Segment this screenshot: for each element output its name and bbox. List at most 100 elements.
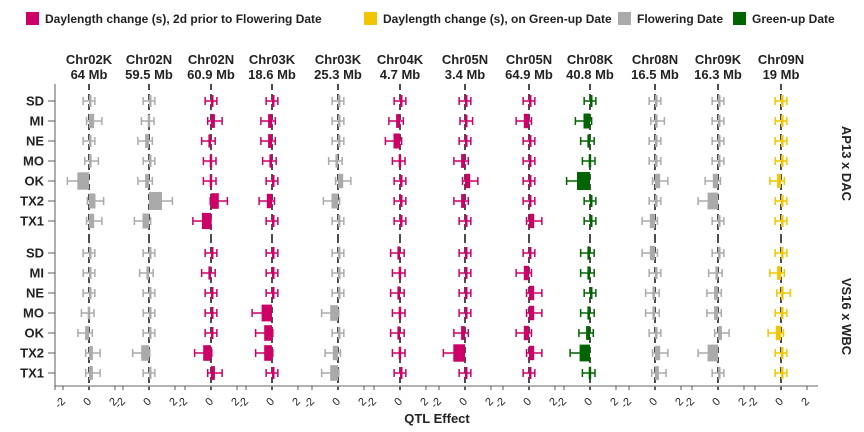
panel-pos-label: 40.8 Mb (566, 67, 614, 82)
effect-bar (718, 215, 721, 227)
panel-chr-label: Chr03K (249, 52, 296, 67)
effect-bar (649, 213, 655, 229)
effect-bar (398, 266, 402, 280)
effect-bar (268, 114, 272, 128)
x-tick-label: 0 (141, 396, 154, 409)
panel-chr-label: Chr02K (66, 52, 113, 67)
effect-bar (149, 327, 152, 339)
effect-bar (529, 95, 532, 107)
effect-bar (89, 135, 92, 147)
effect-bar (330, 305, 338, 321)
panel-chr-label: Chr09K (695, 52, 742, 67)
effect-bar (149, 192, 162, 210)
effect-bar (529, 345, 535, 361)
effect-bar (714, 306, 718, 320)
effect-bar (85, 326, 89, 340)
legend-label: Flowering Date (637, 12, 723, 26)
effect-bar (203, 345, 211, 361)
effect-bar (781, 115, 784, 127)
legend-swatch (26, 12, 39, 25)
effect-bar (587, 266, 590, 280)
effect-bar (266, 193, 272, 209)
effect-bar (89, 366, 93, 380)
effect-bar (338, 115, 341, 127)
panel-pos-label: 19 Mb (763, 67, 800, 82)
effect-bar (264, 345, 272, 361)
effect-bar (145, 174, 149, 188)
effect-bar (396, 114, 400, 128)
x-tick-label: 0 (203, 396, 216, 409)
site-label: TX2 (20, 346, 44, 361)
effect-bar (142, 213, 149, 229)
cross-label: VS16 x WBC (839, 278, 854, 356)
effect-bar (89, 267, 92, 279)
effect-bar (208, 266, 211, 280)
site-label: TX1 (20, 366, 44, 381)
effect-bar (655, 135, 658, 147)
effect-bar (208, 134, 211, 148)
panel-pos-label: 64.9 Mb (505, 67, 553, 82)
effect-bar (577, 172, 590, 190)
effect-bar (335, 154, 338, 168)
effect-bar (145, 134, 149, 148)
x-tick-label: 0 (81, 396, 94, 409)
site-label: NE (26, 134, 44, 149)
effect-bar (264, 325, 272, 341)
site-label: MI (30, 266, 44, 281)
x-tick-label: -2 (175, 396, 190, 411)
effect-bar (89, 113, 95, 129)
site-label: MO (23, 306, 44, 321)
legend-label: Green-up Date (752, 12, 835, 26)
effect-bar (588, 366, 592, 380)
effect-bar (655, 114, 658, 128)
effect-bar (587, 134, 590, 148)
x-tick-label: 0 (457, 396, 470, 409)
effect-bar (87, 306, 91, 320)
effect-bar (652, 306, 655, 320)
panel-pos-label: 60.9 Mb (187, 67, 235, 82)
panel-pos-label: 16.3 Mb (694, 67, 742, 82)
x-tick-label: 0 (521, 396, 534, 409)
effect-bar (465, 114, 468, 128)
effect-bar (397, 326, 400, 340)
effect-bar (211, 287, 214, 299)
site-label: MO (23, 154, 44, 169)
x-tick-label: 0 (710, 396, 723, 409)
effect-bar (461, 194, 465, 208)
effect-bar (649, 245, 655, 261)
effect-bar (718, 115, 721, 127)
effect-bar (781, 155, 784, 167)
effect-bar (77, 172, 89, 190)
effect-bar (268, 134, 272, 148)
x-tick-label: -2 (745, 396, 760, 411)
effect-bar (707, 344, 718, 362)
effect-bar (338, 95, 341, 107)
effect-bar (712, 173, 718, 189)
effect-bar (400, 195, 403, 207)
site-label: NE (26, 286, 44, 301)
effect-bar (89, 154, 92, 168)
effect-bar (465, 367, 468, 379)
effect-bar (707, 192, 718, 210)
effect-bar (529, 175, 532, 187)
effect-bar (529, 305, 535, 321)
effect-bar (89, 247, 92, 259)
effect-bar (209, 154, 213, 168)
x-tick-label: -2 (236, 396, 251, 411)
effect-bar (331, 193, 338, 209)
site-label: SD (26, 94, 44, 109)
effect-bar (211, 327, 214, 339)
effect-bar (397, 246, 400, 260)
effect-bar (400, 175, 403, 187)
effect-bar (465, 173, 471, 189)
panel-chr-label: Chr08N (632, 52, 678, 67)
site-label: OK (25, 174, 45, 189)
panel-pos-label: 59.5 Mb (125, 67, 173, 82)
legend-swatch (364, 12, 377, 25)
effect-bar (461, 326, 465, 340)
effect-bar (211, 114, 215, 128)
effect-bar (147, 114, 151, 128)
x-tick-label: 0 (392, 396, 405, 409)
effect-bar (149, 95, 152, 107)
